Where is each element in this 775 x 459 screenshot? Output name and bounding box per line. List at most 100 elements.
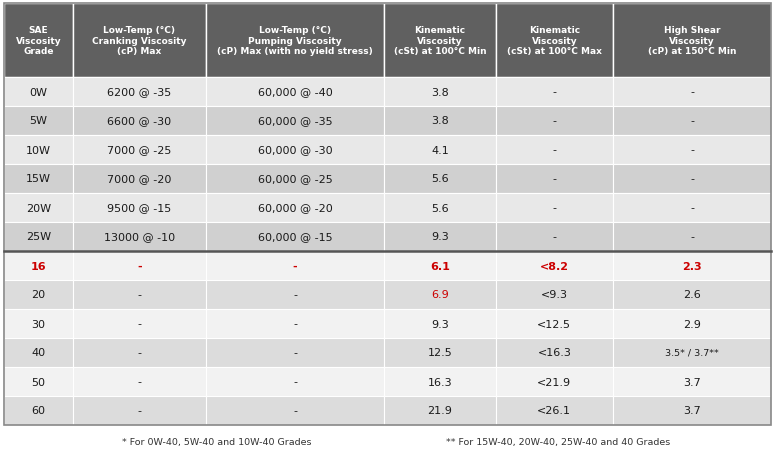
Text: 60: 60 [32,406,46,415]
Text: 5W: 5W [29,116,47,126]
Text: -: - [553,116,556,126]
Bar [73,367,205,396]
Text: 3.7: 3.7 [683,377,701,386]
Bar [205,136,384,165]
Bar [613,107,771,136]
Bar [4,223,73,252]
Bar [205,396,384,425]
Bar [496,338,613,367]
Text: -: - [690,87,694,97]
Text: -: - [553,232,556,242]
Text: <9.3: <9.3 [541,290,568,300]
Bar [613,136,771,165]
Text: ** For 15W-40, 20W-40, 25W-40 and 40 Grades: ** For 15W-40, 20W-40, 25W-40 and 40 Gra… [446,437,670,447]
Text: 3.5* / 3.7**: 3.5* / 3.7** [665,348,719,357]
Bar [384,252,496,280]
Bar [73,194,205,223]
Text: -: - [137,290,141,300]
Text: -: - [553,203,556,213]
Text: -: - [293,261,298,271]
Bar [496,309,613,338]
Bar [73,107,205,136]
Bar [496,4,613,78]
Text: -: - [137,319,141,329]
Text: -: - [553,145,556,155]
Text: 50: 50 [32,377,46,386]
Bar [73,165,205,194]
Bar [205,309,384,338]
Text: 60,000 @ -20: 60,000 @ -20 [258,203,332,213]
Text: 60,000 @ -35: 60,000 @ -35 [258,116,332,126]
Bar [205,78,384,107]
Text: 60,000 @ -15: 60,000 @ -15 [258,232,332,242]
Bar [384,194,496,223]
Bar [384,136,496,165]
Bar [73,396,205,425]
Bar [613,338,771,367]
Text: 2.6: 2.6 [683,290,701,300]
Text: 15W: 15W [26,174,51,184]
Bar [384,396,496,425]
Bar [384,309,496,338]
Text: 6600 @ -30: 6600 @ -30 [107,116,171,126]
Bar [384,107,496,136]
Text: -: - [690,232,694,242]
Text: 3.8: 3.8 [431,116,449,126]
Text: 5.6: 5.6 [431,203,449,213]
Bar [205,367,384,396]
Bar [496,136,613,165]
Text: 0W: 0W [29,87,47,97]
Bar [73,223,205,252]
Bar [73,338,205,367]
Text: Kinematic
Viscosity
(cSt) at 100°C Min: Kinematic Viscosity (cSt) at 100°C Min [394,26,487,56]
Bar [613,280,771,309]
Bar [613,78,771,107]
Bar [613,252,771,280]
Text: 30: 30 [32,319,46,329]
Text: 9.3: 9.3 [431,319,449,329]
Text: 6200 @ -35: 6200 @ -35 [107,87,171,97]
Bar [384,367,496,396]
Text: <16.3: <16.3 [537,348,571,358]
Text: 60,000 @ -25: 60,000 @ -25 [258,174,332,184]
Text: 2.3: 2.3 [682,261,702,271]
Text: <8.2: <8.2 [540,261,569,271]
Text: 16.3: 16.3 [428,377,453,386]
Bar [496,194,613,223]
Text: -: - [690,203,694,213]
Text: 60,000 @ -40: 60,000 @ -40 [258,87,332,97]
Text: -: - [690,116,694,126]
Bar [4,4,73,78]
Bar [384,165,496,194]
Text: 7000 @ -25: 7000 @ -25 [107,145,171,155]
Text: -: - [293,348,297,358]
Text: -: - [137,261,142,271]
Bar [496,107,613,136]
Bar [496,252,613,280]
Text: 6.9: 6.9 [431,290,449,300]
Text: -: - [553,174,556,184]
Bar [613,165,771,194]
Text: 16: 16 [31,261,46,271]
Bar [496,78,613,107]
Text: Low-Temp (°C)
Pumping Viscosity
(cP) Max (with no yield stress): Low-Temp (°C) Pumping Viscosity (cP) Max… [217,26,373,56]
Text: 10W: 10W [26,145,51,155]
Bar [73,280,205,309]
Text: 3.7: 3.7 [683,406,701,415]
Bar [613,367,771,396]
Bar [496,396,613,425]
Bar [4,367,73,396]
Text: <26.1: <26.1 [537,406,571,415]
Bar [384,338,496,367]
Text: 21.9: 21.9 [428,406,453,415]
Bar [73,136,205,165]
Text: 3.8: 3.8 [431,87,449,97]
Text: 13000 @ -10: 13000 @ -10 [104,232,175,242]
Text: 20: 20 [32,290,46,300]
Bar [4,280,73,309]
Text: * For 0W-40, 5W-40 and 10W-40 Grades: * For 0W-40, 5W-40 and 10W-40 Grades [122,437,312,447]
Text: Kinematic
Viscosity
(cSt) at 100°C Max: Kinematic Viscosity (cSt) at 100°C Max [507,26,601,56]
Text: 7000 @ -20: 7000 @ -20 [107,174,171,184]
Bar [205,194,384,223]
Bar [205,4,384,78]
